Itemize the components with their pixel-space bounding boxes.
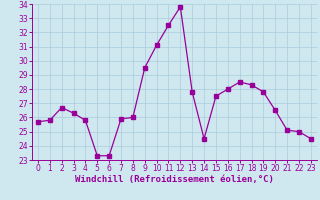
X-axis label: Windchill (Refroidissement éolien,°C): Windchill (Refroidissement éolien,°C) bbox=[75, 175, 274, 184]
